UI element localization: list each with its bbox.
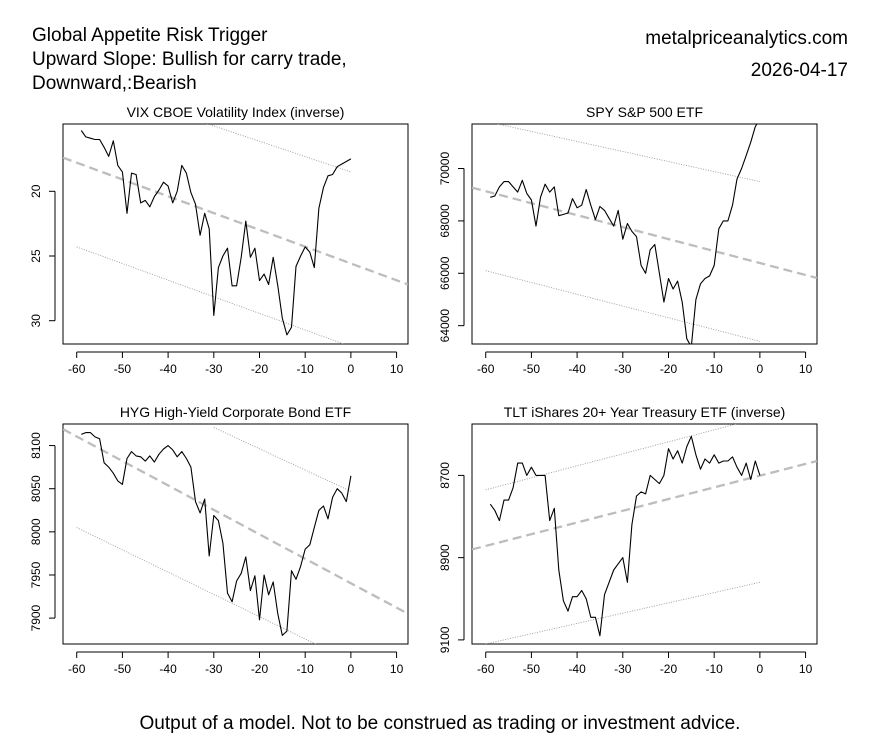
x-tick-label: -60 [68, 662, 86, 676]
y-tick-label: 66000 [438, 256, 452, 290]
chart-panel-1: VIX CBOE Volatility Index (inverse) -60 -5… [29, 104, 409, 376]
x-tick-label: -10 [706, 662, 724, 676]
x-tick-label: -50 [523, 362, 541, 376]
x-tick-label: -30 [205, 362, 223, 376]
x-tick-label: 0 [757, 362, 764, 376]
channel-upper-line [485, 424, 739, 491]
x-tick-label: 10 [799, 362, 813, 376]
disclaimer-footer: Output of a model. Not to be construed a… [139, 713, 741, 734]
y-tick-label: 8050 [29, 475, 43, 502]
trend-line [472, 186, 817, 280]
x-tick-label: -50 [114, 362, 132, 376]
price-series-line [81, 432, 352, 636]
title-line-2: Upward Slope: Bullish for carry trade, [32, 49, 347, 70]
y-tick-label: 8000 [29, 518, 43, 545]
channel-lower-line [76, 527, 317, 644]
plot-frame [471, 423, 818, 645]
x-tick-label: 0 [757, 662, 764, 676]
channel-upper-line [206, 124, 352, 173]
x-tick-label: -20 [660, 362, 678, 376]
x-tick-label: 0 [348, 362, 355, 376]
chart-title: VIX CBOE Volatility Index (inverse) [127, 104, 345, 120]
x-tick-label: -10 [706, 362, 724, 376]
x-tick-label: -30 [614, 362, 632, 376]
chart-panel-4: TLT iShares 20+ Year Treasury ETF (inver… [438, 404, 818, 676]
x-tick-label: -30 [614, 662, 632, 676]
x-tick-label: -40 [568, 362, 586, 376]
channel-lower-line [76, 246, 346, 344]
x-tick-label: 10 [390, 362, 404, 376]
chart-panel-2: SPY S&P 500 ETF -60 -50 -40 -30 -20 -10 0 10 6400… [438, 104, 818, 376]
x-tick-label: -60 [477, 662, 495, 676]
channel-upper-line [495, 124, 760, 183]
y-tick-label: 70000 [438, 152, 452, 186]
price-series-line [80, 130, 352, 336]
x-tick-label: -10 [297, 662, 315, 676]
plot-frame [62, 123, 409, 345]
plot-frame [62, 423, 409, 645]
x-tick-label: -10 [297, 362, 315, 376]
x-tick-label: -30 [205, 662, 223, 676]
chart-title: TLT iShares 20+ Year Treasury ETF (inver… [504, 404, 786, 420]
x-tick-label: 10 [799, 662, 813, 676]
y-tick-label: 30 [29, 314, 43, 328]
title-line-1: Global Appetite Risk Trigger [32, 25, 268, 46]
trend-line [63, 156, 408, 286]
y-tick-label: 68000 [438, 204, 452, 238]
y-tick-label: 8700 [438, 462, 452, 489]
x-tick-label: -40 [159, 362, 177, 376]
chart-panel-3: HYG High-Yield Corporate Bond ETF -60 -50 -… [29, 404, 409, 676]
x-tick-label: -40 [159, 662, 177, 676]
x-tick-label: -60 [477, 362, 495, 376]
x-tick-label: -40 [568, 662, 586, 676]
chart-title: SPY S&P 500 ETF [586, 104, 703, 120]
x-tick-label: -20 [251, 662, 269, 676]
y-tick-label: 7950 [29, 561, 43, 588]
y-tick-label: 8100 [29, 432, 43, 459]
x-tick-label: 10 [390, 662, 404, 676]
y-tick-label: 25 [29, 249, 43, 263]
price-series-line [489, 435, 761, 637]
price-series-line [490, 124, 758, 344]
trend-line [472, 459, 817, 551]
y-tick-label: 7900 [29, 604, 43, 631]
site-name: metalpriceanalytics.com [645, 28, 848, 49]
report-date: 2026-04-17 [750, 60, 848, 81]
x-tick-label: -50 [114, 662, 132, 676]
title-line-3: Downward,:Bearish [32, 73, 197, 94]
y-tick-label: 64000 [438, 309, 452, 343]
y-tick-label: 20 [29, 184, 43, 198]
y-tick-label: 8900 [438, 544, 452, 571]
x-tick-label: 0 [348, 662, 355, 676]
channel-upper-line [213, 427, 352, 492]
plot-frame [471, 123, 818, 345]
trend-line [63, 428, 408, 615]
channel-lower-line [485, 581, 760, 644]
x-tick-label: -50 [523, 662, 541, 676]
y-tick-label: 9100 [438, 626, 452, 653]
x-tick-label: -60 [68, 362, 86, 376]
x-tick-label: -20 [251, 362, 269, 376]
chart-title: HYG High-Yield Corporate Bond ETF [120, 404, 351, 420]
channel-lower-line [485, 270, 760, 342]
x-tick-label: -20 [660, 662, 678, 676]
